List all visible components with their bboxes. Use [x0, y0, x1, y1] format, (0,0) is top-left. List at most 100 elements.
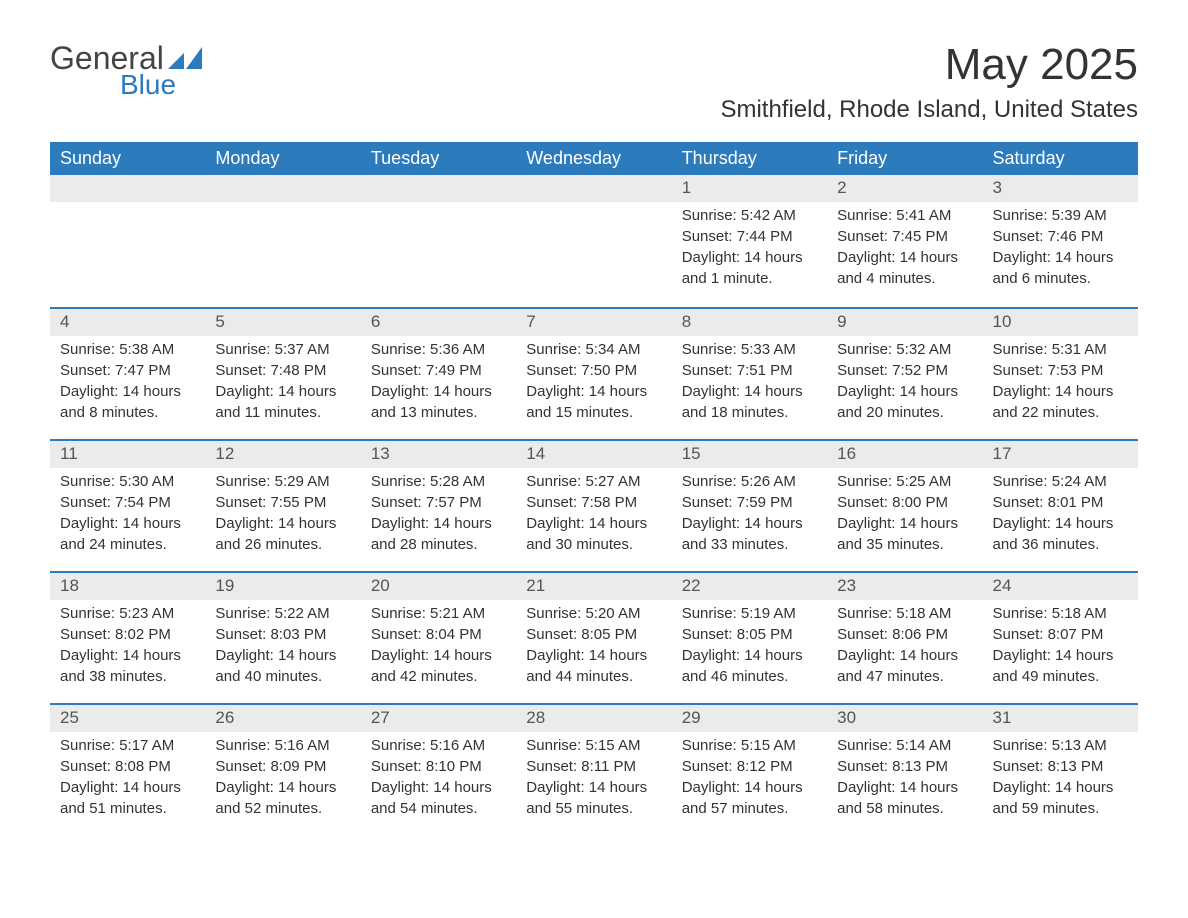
daylight-text: Daylight: 14 hours and 11 minutes.: [215, 382, 350, 423]
sunset-text: Sunset: 8:11 PM: [526, 757, 661, 777]
day-number: 22: [672, 573, 827, 600]
sunset-text: Sunset: 8:08 PM: [60, 757, 195, 777]
sunset-text: Sunset: 8:00 PM: [837, 493, 972, 513]
daylight-text: Daylight: 14 hours and 44 minutes.: [526, 646, 661, 687]
daylight-text: Daylight: 14 hours and 35 minutes.: [837, 514, 972, 555]
sunrise-text: Sunrise: 5:20 AM: [526, 604, 661, 624]
day-number: [516, 175, 671, 202]
day-cell: 29Sunrise: 5:15 AMSunset: 8:12 PMDayligh…: [672, 705, 827, 835]
sunrise-text: Sunrise: 5:19 AM: [682, 604, 817, 624]
day-number: 27: [361, 705, 516, 732]
sunset-text: Sunset: 8:10 PM: [371, 757, 506, 777]
day-cell: 8Sunrise: 5:33 AMSunset: 7:51 PMDaylight…: [672, 309, 827, 439]
day-number: 9: [827, 309, 982, 336]
day-number: 11: [50, 441, 205, 468]
day-body: Sunrise: 5:31 AMSunset: 7:53 PMDaylight:…: [983, 336, 1138, 434]
sunrise-text: Sunrise: 5:32 AM: [837, 340, 972, 360]
sunset-text: Sunset: 8:05 PM: [682, 625, 817, 645]
day-body: Sunrise: 5:17 AMSunset: 8:08 PMDaylight:…: [50, 732, 205, 830]
sunrise-text: Sunrise: 5:27 AM: [526, 472, 661, 492]
day-number: 14: [516, 441, 671, 468]
sunset-text: Sunset: 7:53 PM: [993, 361, 1128, 381]
daylight-text: Daylight: 14 hours and 52 minutes.: [215, 778, 350, 819]
week-row: 11Sunrise: 5:30 AMSunset: 7:54 PMDayligh…: [50, 439, 1138, 571]
day-cell: 24Sunrise: 5:18 AMSunset: 8:07 PMDayligh…: [983, 573, 1138, 703]
day-cell: 11Sunrise: 5:30 AMSunset: 7:54 PMDayligh…: [50, 441, 205, 571]
daylight-text: Daylight: 14 hours and 55 minutes.: [526, 778, 661, 819]
day-cell: 20Sunrise: 5:21 AMSunset: 8:04 PMDayligh…: [361, 573, 516, 703]
day-body: Sunrise: 5:34 AMSunset: 7:50 PMDaylight:…: [516, 336, 671, 434]
day-number: 13: [361, 441, 516, 468]
daylight-text: Daylight: 14 hours and 13 minutes.: [371, 382, 506, 423]
daylight-text: Daylight: 14 hours and 42 minutes.: [371, 646, 506, 687]
weekday-label: Friday: [827, 142, 982, 175]
sunrise-text: Sunrise: 5:24 AM: [993, 472, 1128, 492]
sunrise-text: Sunrise: 5:13 AM: [993, 736, 1128, 756]
day-body: Sunrise: 5:18 AMSunset: 8:06 PMDaylight:…: [827, 600, 982, 698]
day-number: [50, 175, 205, 202]
logo: General Blue: [50, 40, 202, 101]
sunset-text: Sunset: 8:04 PM: [371, 625, 506, 645]
day-cell: 7Sunrise: 5:34 AMSunset: 7:50 PMDaylight…: [516, 309, 671, 439]
day-number: 18: [50, 573, 205, 600]
daylight-text: Daylight: 14 hours and 33 minutes.: [682, 514, 817, 555]
weekday-label: Monday: [205, 142, 360, 175]
day-cell: 31Sunrise: 5:13 AMSunset: 8:13 PMDayligh…: [983, 705, 1138, 835]
sunrise-text: Sunrise: 5:16 AM: [371, 736, 506, 756]
day-number: 7: [516, 309, 671, 336]
day-cell: 25Sunrise: 5:17 AMSunset: 8:08 PMDayligh…: [50, 705, 205, 835]
month-title: May 2025: [720, 40, 1138, 90]
day-cell: [50, 175, 205, 307]
weekday-label: Wednesday: [516, 142, 671, 175]
day-cell: 10Sunrise: 5:31 AMSunset: 7:53 PMDayligh…: [983, 309, 1138, 439]
day-body: Sunrise: 5:21 AMSunset: 8:04 PMDaylight:…: [361, 600, 516, 698]
sunset-text: Sunset: 8:01 PM: [993, 493, 1128, 513]
weekday-label: Tuesday: [361, 142, 516, 175]
day-cell: 17Sunrise: 5:24 AMSunset: 8:01 PMDayligh…: [983, 441, 1138, 571]
day-cell: 28Sunrise: 5:15 AMSunset: 8:11 PMDayligh…: [516, 705, 671, 835]
day-number: 20: [361, 573, 516, 600]
location: Smithfield, Rhode Island, United States: [720, 96, 1138, 124]
day-number: 3: [983, 175, 1138, 202]
day-number: 21: [516, 573, 671, 600]
sunrise-text: Sunrise: 5:38 AM: [60, 340, 195, 360]
daylight-text: Daylight: 14 hours and 54 minutes.: [371, 778, 506, 819]
day-body: Sunrise: 5:19 AMSunset: 8:05 PMDaylight:…: [672, 600, 827, 698]
day-number: 5: [205, 309, 360, 336]
day-number: 8: [672, 309, 827, 336]
daylight-text: Daylight: 14 hours and 26 minutes.: [215, 514, 350, 555]
day-cell: 2Sunrise: 5:41 AMSunset: 7:45 PMDaylight…: [827, 175, 982, 307]
day-body: Sunrise: 5:32 AMSunset: 7:52 PMDaylight:…: [827, 336, 982, 434]
day-body: Sunrise: 5:38 AMSunset: 7:47 PMDaylight:…: [50, 336, 205, 434]
day-body: Sunrise: 5:39 AMSunset: 7:46 PMDaylight:…: [983, 202, 1138, 300]
day-number: 15: [672, 441, 827, 468]
sunset-text: Sunset: 7:48 PM: [215, 361, 350, 381]
sunset-text: Sunset: 7:50 PM: [526, 361, 661, 381]
sunrise-text: Sunrise: 5:14 AM: [837, 736, 972, 756]
day-body: Sunrise: 5:20 AMSunset: 8:05 PMDaylight:…: [516, 600, 671, 698]
sunset-text: Sunset: 7:59 PM: [682, 493, 817, 513]
day-cell: 23Sunrise: 5:18 AMSunset: 8:06 PMDayligh…: [827, 573, 982, 703]
day-number: 17: [983, 441, 1138, 468]
weekday-label: Thursday: [672, 142, 827, 175]
sunset-text: Sunset: 8:05 PM: [526, 625, 661, 645]
day-number: 24: [983, 573, 1138, 600]
day-body: Sunrise: 5:15 AMSunset: 8:11 PMDaylight:…: [516, 732, 671, 830]
day-cell: 9Sunrise: 5:32 AMSunset: 7:52 PMDaylight…: [827, 309, 982, 439]
week-row: 4Sunrise: 5:38 AMSunset: 7:47 PMDaylight…: [50, 307, 1138, 439]
day-cell: 5Sunrise: 5:37 AMSunset: 7:48 PMDaylight…: [205, 309, 360, 439]
day-cell: 26Sunrise: 5:16 AMSunset: 8:09 PMDayligh…: [205, 705, 360, 835]
sunrise-text: Sunrise: 5:41 AM: [837, 206, 972, 226]
sunset-text: Sunset: 8:02 PM: [60, 625, 195, 645]
day-cell: 12Sunrise: 5:29 AMSunset: 7:55 PMDayligh…: [205, 441, 360, 571]
sunrise-text: Sunrise: 5:15 AM: [682, 736, 817, 756]
day-body: Sunrise: 5:22 AMSunset: 8:03 PMDaylight:…: [205, 600, 360, 698]
sunrise-text: Sunrise: 5:23 AM: [60, 604, 195, 624]
daylight-text: Daylight: 14 hours and 22 minutes.: [993, 382, 1128, 423]
day-number: 28: [516, 705, 671, 732]
day-body: Sunrise: 5:33 AMSunset: 7:51 PMDaylight:…: [672, 336, 827, 434]
day-number: 12: [205, 441, 360, 468]
day-body: Sunrise: 5:18 AMSunset: 8:07 PMDaylight:…: [983, 600, 1138, 698]
sunrise-text: Sunrise: 5:17 AM: [60, 736, 195, 756]
weekday-label: Saturday: [983, 142, 1138, 175]
